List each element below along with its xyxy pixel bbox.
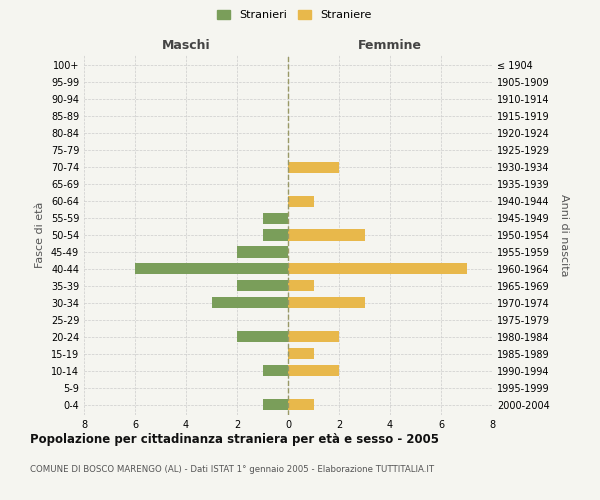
Text: COMUNE DI BOSCO MARENGO (AL) - Dati ISTAT 1° gennaio 2005 - Elaborazione TUTTITA: COMUNE DI BOSCO MARENGO (AL) - Dati ISTA… (30, 466, 434, 474)
Bar (237, 280, 288, 291)
Bar (288, 230, 365, 240)
Bar (135, 264, 288, 274)
Bar (288, 400, 314, 410)
Bar (288, 264, 467, 274)
Y-axis label: Anni di nascita: Anni di nascita (559, 194, 569, 276)
Bar (237, 332, 288, 342)
Bar (263, 230, 288, 240)
Bar (288, 332, 339, 342)
Bar (263, 212, 288, 224)
Bar (288, 298, 365, 308)
Legend: Stranieri, Straniere: Stranieri, Straniere (212, 6, 376, 25)
Bar (263, 400, 288, 410)
Bar (263, 366, 288, 376)
Bar (288, 162, 339, 172)
Bar (237, 246, 288, 258)
Bar (288, 196, 314, 206)
Text: Femmine: Femmine (358, 38, 422, 52)
Y-axis label: Fasce di età: Fasce di età (35, 202, 45, 268)
Text: Maschi: Maschi (161, 38, 211, 52)
Text: Popolazione per cittadinanza straniera per età e sesso - 2005: Popolazione per cittadinanza straniera p… (30, 432, 439, 446)
Bar (288, 348, 314, 360)
Bar (288, 280, 314, 291)
Bar (212, 298, 288, 308)
Bar (288, 366, 339, 376)
